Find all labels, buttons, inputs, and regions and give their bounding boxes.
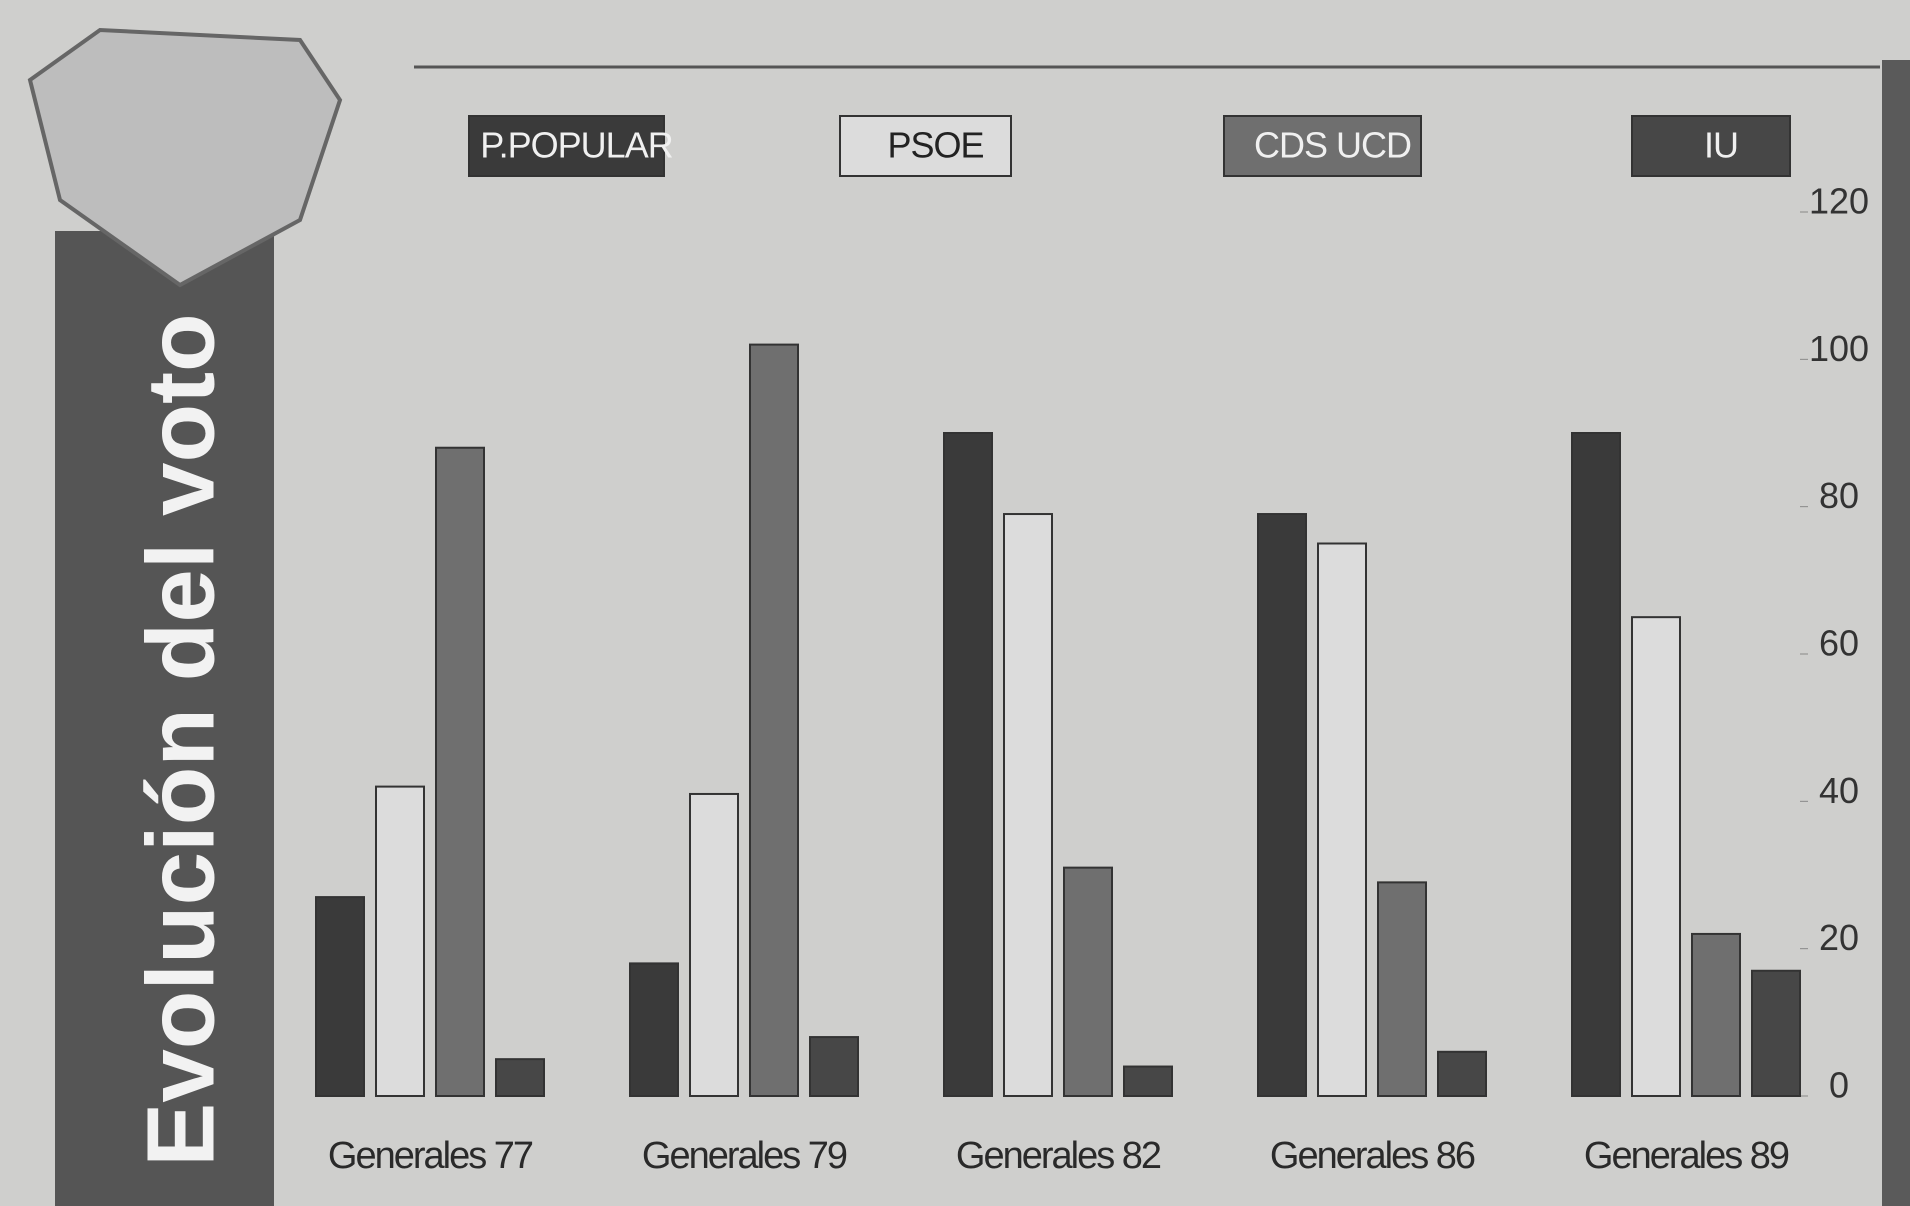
y-tick-label: 100 <box>1809 328 1869 369</box>
bar <box>376 787 424 1096</box>
bar <box>1572 433 1620 1096</box>
legend-label: CDS UCD <box>1254 125 1411 166</box>
bar <box>1124 1067 1172 1096</box>
bar <box>436 448 484 1096</box>
x-tick-label: Generales 86 <box>1270 1135 1475 1177</box>
bar <box>1258 514 1306 1096</box>
x-tick-label: Generales 77 <box>328 1135 533 1177</box>
chart: Evolución del voto 0 20 40 60 80 100 120 P.POPU… <box>0 0 1910 1206</box>
bar <box>1064 868 1112 1096</box>
x-tick-label: Generales 79 <box>642 1135 847 1177</box>
right-strip <box>1882 60 1910 1206</box>
legend-label: PSOE <box>887 125 983 166</box>
bar <box>1378 882 1426 1096</box>
bar <box>1752 971 1800 1096</box>
bar <box>316 897 364 1096</box>
y-tick-label: 20 <box>1819 917 1859 958</box>
x-tick-label: Generales 82 <box>956 1135 1161 1177</box>
bar <box>1692 934 1740 1096</box>
bar <box>1004 514 1052 1096</box>
bar <box>810 1037 858 1096</box>
bar <box>750 345 798 1096</box>
y-tick-label: 0 <box>1829 1065 1849 1106</box>
y-tick-label: 40 <box>1819 770 1859 811</box>
bar <box>1632 617 1680 1096</box>
bar <box>690 794 738 1096</box>
y-tick-label: 80 <box>1819 475 1859 516</box>
bar <box>496 1059 544 1096</box>
y-tick-label: 120 <box>1809 181 1869 222</box>
x-tick-label: Generales 89 <box>1584 1135 1789 1177</box>
chart-title: Evolución del voto <box>127 313 234 1166</box>
bar <box>944 433 992 1096</box>
y-tick-label: 60 <box>1819 623 1859 664</box>
bar <box>630 963 678 1096</box>
bar <box>1438 1052 1486 1096</box>
bar <box>1318 544 1366 1097</box>
legend-label: P.POPULAR <box>480 125 672 166</box>
legend-label: IU <box>1704 125 1738 166</box>
